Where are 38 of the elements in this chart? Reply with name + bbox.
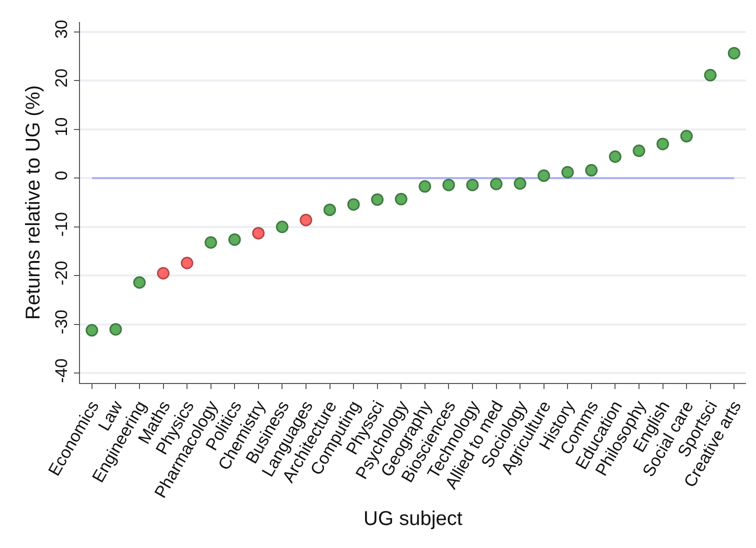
y-tick-label: 20 [52,68,72,88]
y-tick-label: 0 [52,170,72,180]
point [728,46,740,60]
point [324,204,336,216]
y-axis-title: Returns relative to UG (%) [22,85,45,320]
y-tick-label: -40 [52,358,72,383]
point [371,193,384,206]
point [394,192,408,206]
point [704,68,717,82]
x-axis-title: UG subject [364,508,463,530]
point [561,166,574,178]
point [656,138,669,150]
point [204,236,218,249]
y-tick-label: -20 [52,260,72,286]
y-tick-label: -30 [52,310,72,334]
point [442,178,455,192]
point [109,323,122,336]
point [538,169,550,182]
point [180,256,194,270]
y-tick-label: -10 [52,212,72,237]
point [228,233,241,246]
point [300,214,312,226]
point [466,178,479,192]
point [252,226,265,240]
point [514,177,526,190]
y-tick-label: 30 [52,20,72,39]
point [418,180,432,193]
point [347,198,360,211]
point [608,150,622,163]
point [632,144,646,158]
point [585,164,598,177]
point [157,266,170,280]
y-tick-label: 10 [52,117,72,136]
point [276,220,288,234]
point [86,324,98,337]
point [490,178,502,190]
point [680,130,693,142]
point [133,276,146,289]
